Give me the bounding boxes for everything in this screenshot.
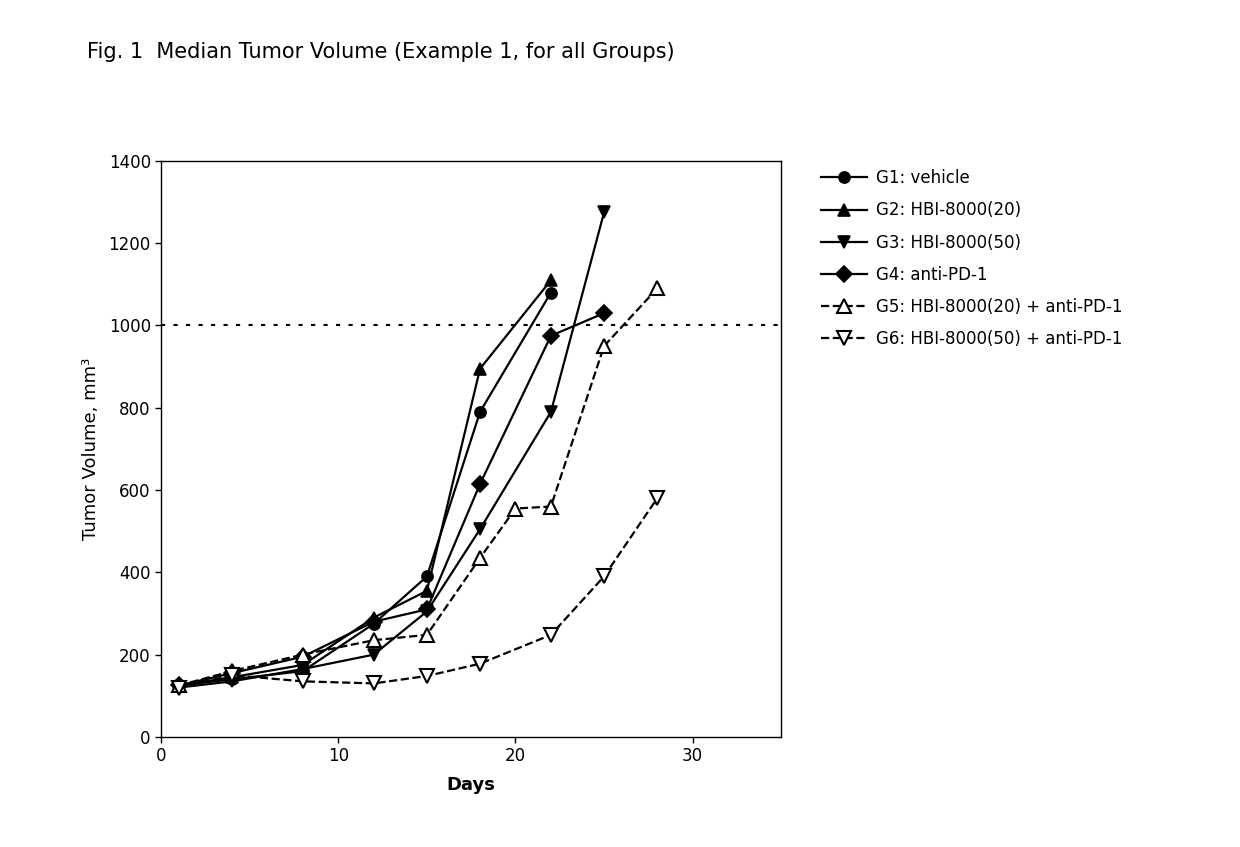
Text: Fig. 1  Median Tumor Volume (Example 1, for all Groups): Fig. 1 Median Tumor Volume (Example 1, f… xyxy=(87,42,675,63)
Y-axis label: Tumor Volume, mm³: Tumor Volume, mm³ xyxy=(82,357,100,540)
Legend: G1: vehicle, G2: HBI-8000(20), G3: HBI-8000(50), G4: anti-PD-1, G5: HBI-8000(20): G1: vehicle, G2: HBI-8000(20), G3: HBI-8… xyxy=(821,169,1122,348)
X-axis label: Days: Days xyxy=(446,777,496,794)
